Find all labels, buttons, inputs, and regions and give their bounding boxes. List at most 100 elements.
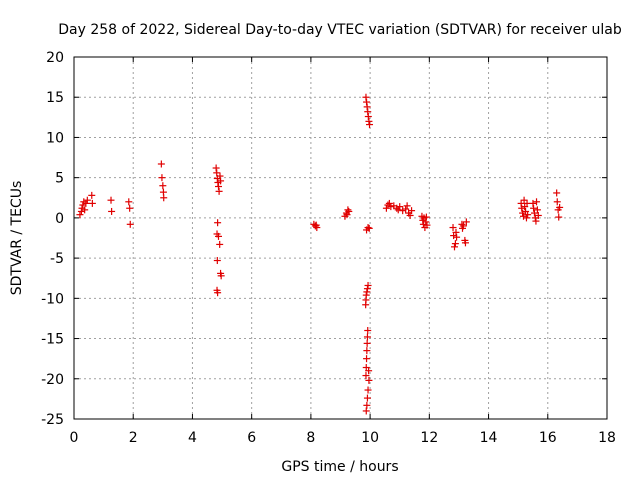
- x-tick-label: 14: [480, 430, 498, 446]
- gridlines: [74, 57, 607, 419]
- x-tick-label: 2: [129, 430, 138, 446]
- data-point: [79, 201, 87, 209]
- data-point: [385, 199, 393, 207]
- data-point: [530, 204, 538, 212]
- data-point: [453, 233, 461, 241]
- data-point: [520, 196, 528, 204]
- data-point: [406, 211, 414, 219]
- data-point: [160, 194, 168, 202]
- data-point: [362, 407, 370, 415]
- data-point: [396, 203, 404, 211]
- data-point: [451, 240, 459, 248]
- data-point: [365, 376, 373, 384]
- data-point: [553, 198, 561, 206]
- data-point: [382, 204, 390, 212]
- y-tick-label: -10: [41, 291, 64, 307]
- x-tick-label: 0: [70, 430, 79, 446]
- x-tick-label: 12: [420, 430, 438, 446]
- data-point: [393, 204, 401, 212]
- data-point: [408, 207, 416, 215]
- data-point: [158, 174, 166, 182]
- data-point: [108, 207, 116, 215]
- data-point: [216, 240, 224, 248]
- y-tick-label: 15: [46, 90, 64, 106]
- data-point: [363, 347, 371, 355]
- y-tick-label: 5: [55, 171, 64, 187]
- data-point: [125, 198, 133, 206]
- data-point: [394, 206, 402, 214]
- data-point: [451, 243, 459, 251]
- data-point: [364, 327, 372, 335]
- data-point: [126, 204, 134, 212]
- data-point: [384, 201, 392, 209]
- data-point: [214, 289, 222, 297]
- y-tick-label: 10: [46, 130, 64, 146]
- data-point: [88, 191, 96, 199]
- data-point: [157, 160, 165, 168]
- data-point: [81, 206, 89, 214]
- data-point: [399, 207, 407, 215]
- data-point: [533, 198, 541, 206]
- data-point: [553, 189, 561, 197]
- data-point: [555, 213, 563, 221]
- data-point: [449, 224, 457, 232]
- chart-title: Day 258 of 2022, Sidereal Day-to-day VTE…: [58, 22, 622, 38]
- data-point: [364, 281, 372, 289]
- data-point: [213, 257, 221, 265]
- y-axis: -25 -20 -15 -10 -5 0 5 10 15 20: [41, 50, 607, 428]
- data-point: [363, 394, 371, 402]
- data-points: [76, 93, 564, 415]
- data-point: [311, 222, 319, 230]
- data-point: [459, 222, 467, 230]
- data-point: [215, 232, 223, 240]
- plot-frame: [73, 56, 608, 420]
- data-point: [363, 339, 371, 347]
- y-tick-label: -15: [41, 332, 64, 348]
- data-point: [365, 224, 373, 232]
- data-point: [423, 221, 431, 229]
- data-point: [362, 372, 370, 380]
- data-point: [534, 211, 542, 219]
- data-point: [344, 206, 352, 214]
- x-tick-label: 10: [361, 430, 379, 446]
- data-point: [518, 204, 526, 212]
- x-tick-label: 18: [598, 430, 616, 446]
- data-point: [88, 199, 96, 207]
- data-point: [365, 367, 373, 375]
- data-point: [366, 121, 374, 129]
- data-point: [83, 196, 91, 204]
- data-point: [76, 211, 84, 219]
- data-point: [363, 355, 371, 363]
- data-point: [403, 202, 411, 210]
- x-tick-label: 16: [539, 430, 557, 446]
- x-tick-label: 8: [306, 430, 315, 446]
- data-point: [402, 205, 410, 213]
- data-point: [556, 203, 564, 211]
- data-point: [462, 218, 470, 226]
- y-tick-label: -20: [41, 372, 64, 388]
- x-axis: 0 2 4 6 8 10 12 14 16 18: [70, 57, 616, 446]
- data-point: [532, 217, 540, 225]
- data-point: [107, 196, 115, 204]
- data-point: [519, 212, 527, 220]
- data-point: [312, 221, 320, 229]
- data-point: [422, 213, 430, 221]
- data-point: [523, 199, 531, 207]
- y-tick-label: 20: [46, 50, 64, 66]
- y-tick-label: -5: [50, 251, 64, 267]
- data-point: [215, 187, 223, 195]
- y-tick-label: 0: [55, 211, 64, 227]
- data-point: [524, 211, 532, 219]
- x-tick-label: 4: [188, 430, 197, 446]
- data-point: [82, 199, 90, 207]
- y-tick-label: -25: [41, 412, 64, 428]
- data-point: [214, 219, 222, 227]
- data-point: [522, 214, 530, 222]
- data-point: [519, 209, 527, 217]
- data-point: [387, 203, 395, 211]
- data-point: [363, 333, 371, 341]
- data-point: [461, 239, 469, 247]
- data-point: [364, 386, 372, 394]
- data-point: [217, 272, 225, 280]
